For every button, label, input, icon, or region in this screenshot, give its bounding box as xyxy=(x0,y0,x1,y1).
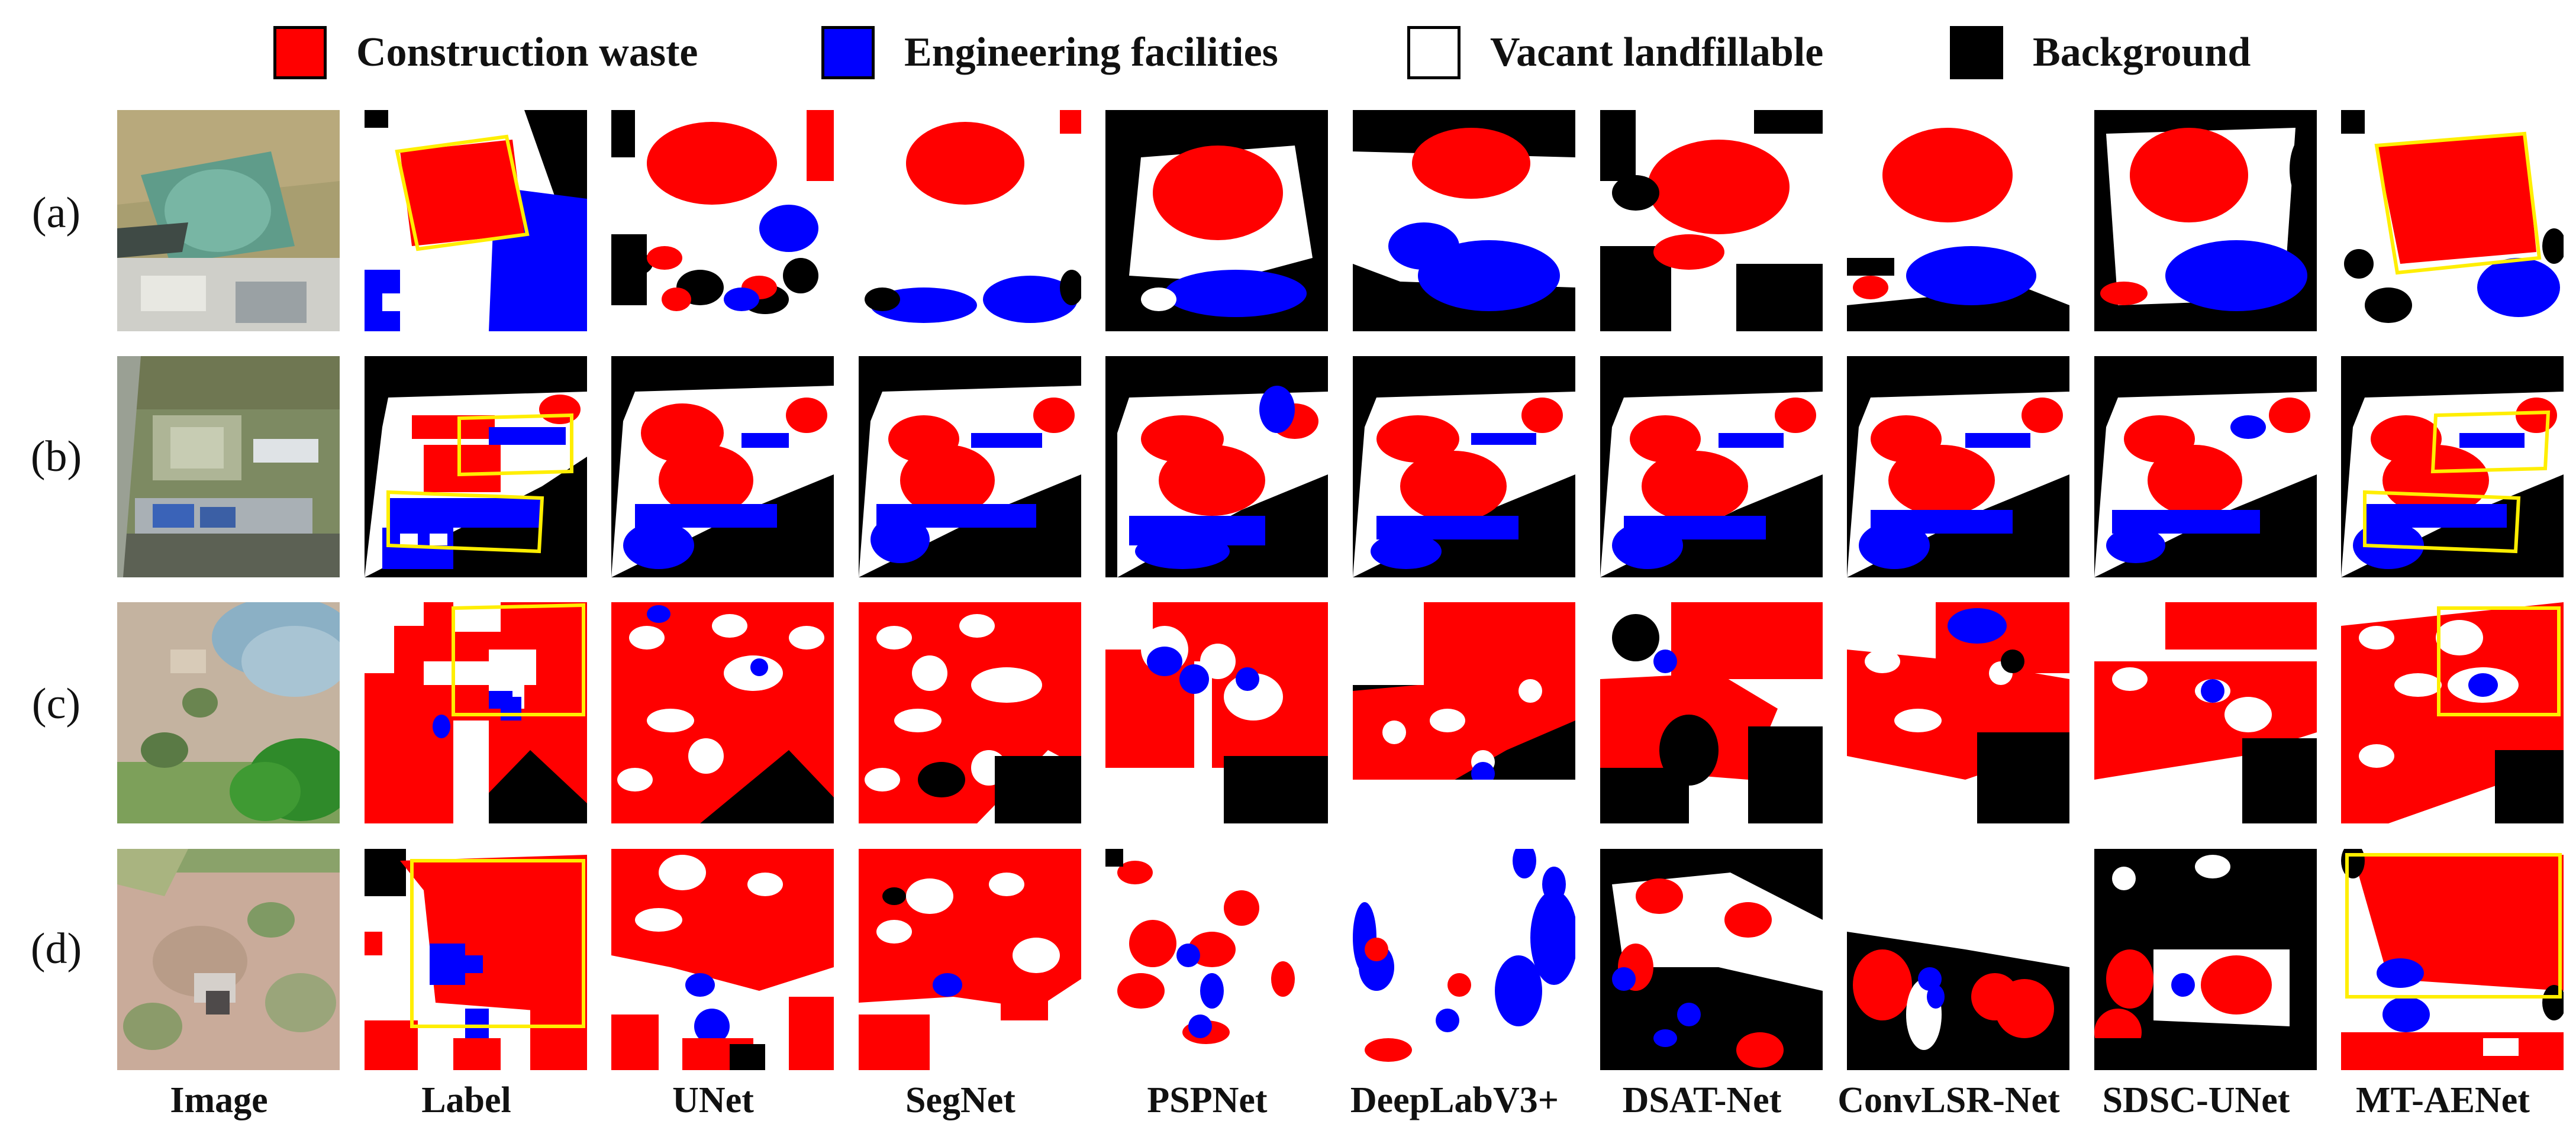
tile-b-sdsc-unet xyxy=(2094,356,2317,577)
tile-d-dsat-net xyxy=(1600,849,1823,1070)
tile-a-sdsc-unet xyxy=(2094,110,2317,331)
tile-c-pspnet xyxy=(1105,602,1328,823)
tile-b-pspnet xyxy=(1105,356,1328,577)
tile-c-image xyxy=(117,602,340,823)
tile-b-mt-aenet xyxy=(2341,356,2564,577)
tile-d-label xyxy=(365,849,587,1070)
tile-c-convlsr-net xyxy=(1847,602,2069,823)
col-label-sdsc-unet: SDSC-UNet xyxy=(2102,1080,2290,1120)
col-label-segnet: SegNet xyxy=(905,1080,1015,1120)
col-label-pspnet: PSPNet xyxy=(1147,1080,1268,1120)
col-label-unet: UNet xyxy=(672,1080,754,1120)
tile-d-convlsr-net xyxy=(1847,849,2069,1070)
row-label-d: (d) xyxy=(30,925,82,973)
col-label-mt-aenet: MT-AENet xyxy=(2356,1080,2530,1120)
tile-d-mt-aenet xyxy=(2341,849,2564,1070)
legend-item-vacant-landfillable: Vacant landfillable xyxy=(1407,20,1823,85)
col-label-convlsr-net: ConvLSR-Net xyxy=(1837,1080,2060,1120)
tile-c-deeplabv3 xyxy=(1353,602,1575,823)
tile-b-deeplabv3 xyxy=(1353,356,1575,577)
tile-a-dsat-net xyxy=(1600,110,1823,331)
row-label-b: (b) xyxy=(30,432,82,481)
engineering-facilities-swatch xyxy=(821,26,875,79)
legend-label: Vacant landfillable xyxy=(1490,30,1824,75)
col-label-label: Label xyxy=(421,1080,511,1120)
legend-label: Engineering facilities xyxy=(904,30,1278,75)
tile-d-deeplabv3 xyxy=(1353,849,1575,1070)
tile-b-dsat-net xyxy=(1600,356,1823,577)
tile-b-convlsr-net xyxy=(1847,356,2069,577)
tile-a-convlsr-net xyxy=(1847,110,2069,331)
row-label-a: (a) xyxy=(31,189,81,237)
legend-item-background: Background xyxy=(1950,20,2251,85)
tile-d-unet xyxy=(611,849,834,1070)
tile-a-image xyxy=(117,110,340,331)
legend: Construction waste Engineering facilitie… xyxy=(0,13,2576,96)
vacant-landfillable-swatch xyxy=(1407,26,1461,79)
tile-a-unet xyxy=(611,110,834,331)
construction-waste-swatch xyxy=(273,26,327,79)
col-label-deeplabv3: DeepLabV3+ xyxy=(1350,1080,1559,1120)
col-label-image: Image xyxy=(170,1080,268,1120)
legend-label: Construction waste xyxy=(356,30,698,75)
tile-c-sdsc-unet xyxy=(2094,602,2317,823)
tile-b-label xyxy=(365,356,587,577)
col-label-dsat-net: DSAT-Net xyxy=(1622,1080,1782,1120)
tile-a-deeplabv3 xyxy=(1353,110,1575,331)
background-swatch xyxy=(1950,26,2003,79)
tile-a-segnet xyxy=(859,110,1081,331)
tile-d-pspnet xyxy=(1105,849,1328,1070)
tile-a-label xyxy=(365,110,587,331)
tile-c-segnet xyxy=(859,602,1081,823)
tile-a-pspnet xyxy=(1105,110,1328,331)
row-label-c: (c) xyxy=(31,680,81,728)
tile-d-sdsc-unet xyxy=(2094,849,2317,1070)
tile-b-unet xyxy=(611,356,834,577)
tile-a-mt-aenet xyxy=(2341,110,2564,331)
tile-d-segnet xyxy=(859,849,1081,1070)
tile-c-dsat-net xyxy=(1600,602,1823,823)
tile-b-image xyxy=(117,356,340,577)
tile-c-mt-aenet xyxy=(2341,602,2564,823)
tile-b-segnet xyxy=(859,356,1081,577)
legend-item-construction-waste: Construction waste xyxy=(273,20,698,85)
legend-label: Background xyxy=(2033,30,2251,75)
tile-c-unet xyxy=(611,602,834,823)
tile-c-label xyxy=(365,602,587,823)
legend-item-engineering-facilities: Engineering facilities xyxy=(821,20,1278,85)
tile-d-image xyxy=(117,849,340,1070)
